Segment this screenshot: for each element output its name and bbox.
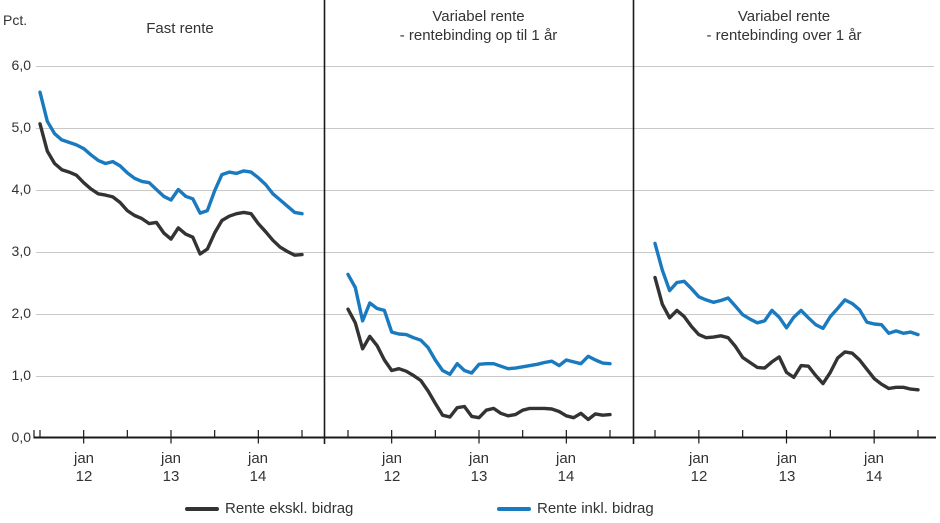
x-tick-month: jan [73,450,95,467]
y-axis-tick-label: 4,0 [11,181,31,197]
legend-item-rente-inkl-bidrag: Rente inkl. bidrag [497,500,654,517]
y-axis-unit-label: Pct. [3,12,28,28]
x-tick-year: 14 [249,468,267,485]
series-line-panel1-rente-inkl-bidrag [38,90,304,216]
panel-title-line: Variabel rente [432,8,525,25]
x-tick-month: jan [381,450,403,467]
legend-label: Rente inkl. bidrag [537,500,654,517]
series-line-panel2-rente-inkl-bidrag [346,272,612,376]
series-line-panel3-rente-inkl-bidrag [653,241,920,337]
panel-title-variabel-over-1-aar: Variabel rente - rentebinding over 1 år [633,7,935,45]
panel-title-line: Variabel rente [737,8,831,25]
y-axis-tick-label: 3,0 [11,243,31,259]
x-tick-year: 13 [470,468,488,485]
series-line-panel2-rente-ekskl-bidrag [346,307,612,422]
x-tick-year: 12 [383,468,401,485]
x-tick-year: 14 [557,468,575,485]
x-tick-year: 12 [690,468,708,485]
legend-label: Rente ekskl. bidrag [225,500,354,517]
legend-swatch-line-dark [185,506,219,511]
x-tick-year: 14 [865,468,883,485]
x-tick-year: 13 [162,468,180,485]
x-axis-tick-label: jan 14 [236,451,280,485]
x-axis-tick-label: jan 14 [852,451,896,485]
legend-item-rente-ekskl-bidrag: Rente ekskl. bidrag [185,500,353,517]
x-axis-tick-label: jan 12 [677,451,721,485]
plot-svg [33,0,936,444]
x-tick-month: jan [160,450,182,467]
y-axis-tick-label: 2,0 [11,305,31,321]
x-tick-year: 12 [75,468,93,485]
x-tick-year: 13 [778,468,796,485]
y-axis-tick-label: 1,0 [11,367,31,383]
panel-title-fast-rente: Fast rente [36,19,324,38]
x-tick-month: jan [688,450,710,467]
x-axis-tick-label: jan 13 [765,451,809,485]
y-axis-tick-label: 6,0 [11,57,31,73]
x-axis-tick-label: jan 14 [544,451,588,485]
legend-swatch-line-blue [497,506,531,511]
x-tick-month: jan [468,450,490,467]
x-axis-tick-label: jan 12 [370,451,414,485]
x-axis-tick-label: jan 13 [149,451,193,485]
panel-title-line: - rentebinding over 1 år [706,27,862,44]
series-line-panel3-rente-ekskl-bidrag [653,275,920,392]
panel-title-line: - rentebinding op til 1 år [399,27,558,44]
x-tick-month: jan [247,450,269,467]
panel-title-line: Fast rente [146,20,214,37]
x-axis-tick-label: jan 13 [457,451,501,485]
x-axis-tick-label: jan 12 [62,451,106,485]
x-tick-month: jan [863,450,885,467]
panel-title-variabel-op-til-1-aar: Variabel rente - rentebinding op til 1 å… [324,7,633,45]
y-axis-tick-label: 0,0 [11,429,31,445]
y-axis-tick-label: 5,0 [11,119,31,135]
x-tick-month: jan [776,450,798,467]
series-line-panel1-rente-ekskl-bidrag [38,122,304,257]
x-tick-month: jan [555,450,577,467]
